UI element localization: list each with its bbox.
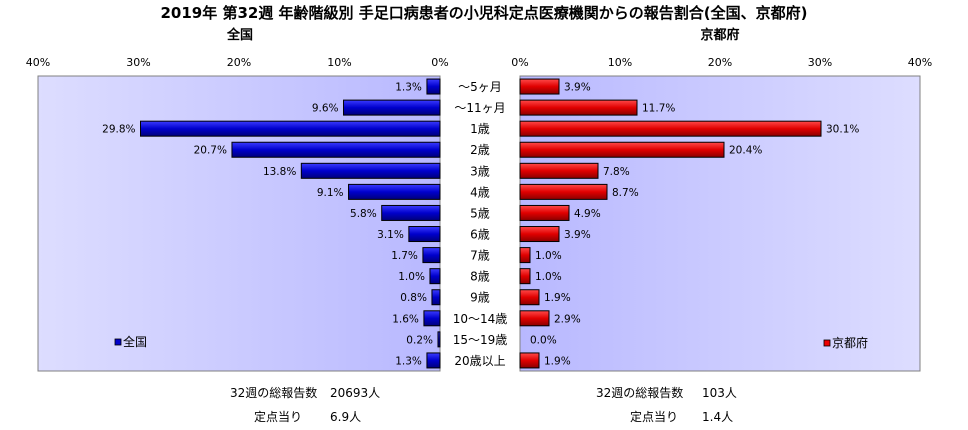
kyoto-bar (519, 289, 540, 306)
right-axis-tick-label: 0% (511, 56, 528, 69)
kyoto-total-label: 32週の総報告数 (596, 386, 684, 400)
national-bar (423, 310, 441, 327)
kyoto-data-label: 3.9% (564, 229, 591, 241)
kyoto-data-label: 30.1% (826, 124, 859, 136)
national-bar (429, 268, 441, 285)
national-bar (408, 226, 441, 243)
category-label: 4歳 (470, 185, 490, 199)
left-axis-tick-label: 0% (431, 56, 448, 69)
kyoto-bar (519, 268, 531, 285)
category-label: 7歳 (470, 249, 490, 263)
kyoto-bar (519, 204, 570, 221)
national-per-value: 6.9人 (330, 410, 362, 424)
national-data-label: 9.6% (312, 103, 339, 115)
kyoto-legend-label: 京都府 (832, 335, 868, 350)
national-bar (431, 289, 441, 306)
national-bar (300, 162, 441, 179)
national-data-label: 1.3% (395, 355, 422, 367)
kyoto-bar (519, 78, 560, 95)
kyoto-data-label: 1.9% (544, 355, 571, 367)
category-label: 20歳以上 (454, 354, 505, 368)
kyoto-data-label: 1.9% (544, 292, 571, 304)
kyoto-total-value: 103人 (702, 386, 737, 400)
right-axis-tick-label: 20% (708, 56, 732, 69)
right-plot-area (519, 75, 921, 372)
kyoto-per-label: 定点当り (630, 410, 679, 424)
right-panel-title: 京都府 (700, 28, 740, 43)
kyoto-bar (519, 99, 638, 116)
national-data-label: 1.0% (398, 271, 425, 283)
category-label: 1歳 (470, 122, 490, 136)
category-label: ～11ヶ月 (454, 101, 505, 115)
kyoto-bar (519, 162, 599, 179)
category-label: 2歳 (470, 143, 490, 157)
kyoto-data-label: 1.0% (535, 250, 562, 262)
kyoto-bar (519, 141, 725, 158)
kyoto-bar (519, 310, 550, 327)
national-bar (140, 120, 441, 137)
category-label: 3歳 (470, 164, 490, 178)
right-axis-tick-label: 10% (608, 56, 632, 69)
kyoto-data-label: 2.9% (554, 313, 581, 325)
kyoto-data-label: 0.0% (530, 334, 557, 346)
national-bar (348, 183, 441, 200)
national-data-label: 0.8% (400, 292, 427, 304)
national-bar (231, 141, 441, 158)
kyoto-data-label: 1.0% (535, 271, 562, 283)
national-data-label: 9.1% (317, 187, 344, 199)
left-plot-area (37, 75, 441, 372)
right-axis-tick-label: 30% (808, 56, 832, 69)
national-data-label: 1.3% (395, 82, 422, 94)
national-bar (437, 331, 441, 348)
category-label: 10～14歳 (453, 312, 508, 326)
left-axis-tick-label: 30% (126, 56, 150, 69)
left-axis-tick-label: 40% (26, 56, 50, 69)
kyoto-data-label: 11.7% (642, 103, 675, 115)
national-bar (343, 99, 441, 116)
national-legend-label: 全国 (123, 334, 147, 349)
kyoto-legend-swatch (823, 339, 831, 347)
national-data-label: 29.8% (102, 124, 135, 136)
chart-title: 2019年 第32週 年齢階級別 手足口病患者の小児科定点医療機関からの報告割合… (160, 4, 808, 22)
category-label: 8歳 (470, 270, 490, 284)
category-label: ～5ヶ月 (458, 80, 502, 94)
category-label: 15～19歳 (453, 333, 508, 347)
left-axis-tick-label: 20% (227, 56, 251, 69)
category-label: 6歳 (470, 228, 490, 242)
national-total-value: 20693人 (330, 386, 381, 400)
right-axis-tick-label: 40% (908, 56, 932, 69)
left-panel-title: 全国 (226, 28, 253, 43)
category-label: 5歳 (470, 206, 490, 220)
kyoto-bar (519, 183, 608, 200)
national-per-label: 定点当り (254, 410, 303, 424)
national-bar (426, 78, 441, 95)
kyoto-bar (519, 352, 540, 369)
category-label: 9歳 (470, 291, 490, 305)
national-total-label: 32週の総報告数 (230, 386, 318, 400)
kyoto-bar (519, 247, 531, 264)
national-bar (422, 247, 441, 264)
left-axis-tick-label: 10% (327, 56, 351, 69)
national-data-label: 0.2% (406, 334, 433, 346)
national-bar (426, 352, 441, 369)
kyoto-bar (519, 226, 560, 243)
kyoto-data-label: 3.9% (564, 82, 591, 94)
national-legend-swatch (114, 338, 122, 346)
national-data-label: 13.8% (263, 166, 296, 178)
kyoto-data-label: 4.9% (574, 208, 601, 220)
kyoto-per-value: 1.4人 (702, 410, 734, 424)
national-data-label: 1.7% (391, 250, 418, 262)
national-data-label: 1.6% (392, 313, 419, 325)
kyoto-bar (519, 120, 822, 137)
kyoto-data-label: 8.7% (612, 187, 639, 199)
kyoto-data-label: 7.8% (603, 166, 630, 178)
national-data-label: 5.8% (350, 208, 377, 220)
national-bar (381, 204, 441, 221)
national-data-label: 3.1% (377, 229, 404, 241)
national-data-label: 20.7% (194, 145, 227, 157)
kyoto-data-label: 20.4% (729, 145, 762, 157)
